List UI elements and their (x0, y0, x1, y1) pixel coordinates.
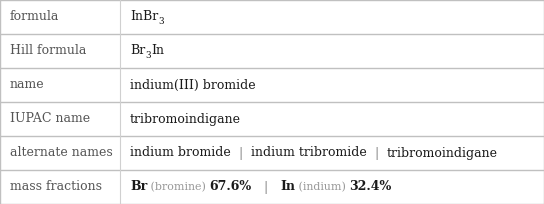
Text: mass fractions: mass fractions (10, 181, 102, 194)
Text: Hill formula: Hill formula (10, 44, 86, 58)
Text: In: In (280, 181, 295, 194)
Text: indium(III) bromide: indium(III) bromide (130, 79, 256, 92)
Text: alternate names: alternate names (10, 146, 113, 160)
Text: In: In (151, 44, 164, 58)
Text: (bromine): (bromine) (147, 182, 209, 192)
Text: |: | (367, 146, 387, 160)
Text: indium bromide: indium bromide (130, 146, 231, 160)
Text: (indium): (indium) (295, 182, 349, 192)
Text: Br: Br (130, 44, 145, 58)
Text: IUPAC name: IUPAC name (10, 112, 90, 125)
Text: 32.4%: 32.4% (349, 181, 392, 194)
Text: indium tribromide: indium tribromide (251, 146, 367, 160)
Text: tribromoindigane: tribromoindigane (130, 112, 241, 125)
Text: name: name (10, 79, 45, 92)
Text: |: | (231, 146, 251, 160)
Text: 3: 3 (145, 51, 151, 60)
Text: 3: 3 (158, 17, 164, 26)
Text: InBr: InBr (130, 10, 158, 23)
Text: tribromoindigane: tribromoindigane (387, 146, 498, 160)
Text: formula: formula (10, 10, 59, 23)
Text: |: | (252, 181, 280, 194)
Text: Br: Br (130, 181, 147, 194)
Text: 67.6%: 67.6% (209, 181, 252, 194)
